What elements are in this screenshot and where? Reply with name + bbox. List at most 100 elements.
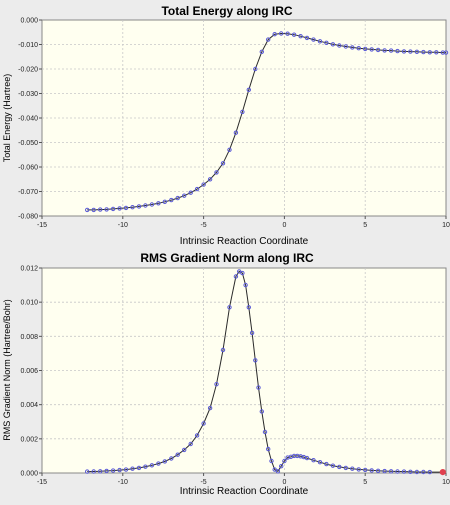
data-point[interactable] [343, 44, 348, 49]
data-point[interactable] [233, 130, 239, 135]
highlighted-data-point[interactable] [439, 469, 446, 476]
data-point[interactable] [175, 195, 180, 201]
data-point[interactable] [136, 465, 142, 471]
data-point[interactable] [156, 201, 161, 206]
data-point[interactable] [233, 274, 239, 279]
data-point[interactable] [98, 469, 103, 474]
data-point[interactable] [110, 468, 116, 473]
data-point[interactable] [182, 447, 187, 453]
data-point[interactable] [194, 186, 200, 192]
data-point[interactable] [272, 467, 277, 472]
data-point[interactable] [375, 468, 381, 473]
data-point[interactable] [414, 49, 420, 54]
data-point[interactable] [227, 305, 232, 310]
data-point[interactable] [395, 469, 400, 474]
data-point[interactable] [311, 458, 316, 463]
data-point[interactable] [227, 147, 232, 153]
data-point[interactable] [350, 466, 355, 471]
data-point[interactable] [85, 207, 90, 213]
data-point[interactable] [266, 446, 271, 452]
data-point[interactable] [207, 177, 213, 182]
data-point[interactable] [169, 456, 174, 461]
data-point[interactable] [395, 48, 400, 54]
data-point[interactable] [279, 31, 284, 36]
data-point[interactable] [324, 40, 329, 45]
data-point[interactable] [443, 50, 449, 55]
data-point[interactable] [388, 469, 394, 474]
data-point[interactable] [188, 190, 193, 195]
data-point[interactable] [382, 48, 387, 53]
data-point[interactable] [337, 43, 342, 48]
data-point[interactable] [149, 463, 155, 468]
data-point[interactable] [104, 207, 109, 212]
data-point[interactable] [363, 46, 368, 52]
data-point[interactable] [304, 455, 310, 461]
data-point[interactable] [237, 269, 242, 274]
data-point[interactable] [246, 305, 252, 310]
data-point[interactable] [369, 47, 374, 52]
data-point[interactable] [246, 87, 252, 93]
data-point[interactable] [253, 66, 258, 72]
data-point[interactable] [266, 37, 271, 42]
data-point[interactable] [243, 282, 248, 288]
data-point[interactable] [317, 39, 323, 44]
data-point[interactable] [110, 206, 116, 212]
data-point[interactable] [291, 32, 297, 37]
data-point[interactable] [298, 34, 303, 39]
data-point[interactable] [188, 441, 193, 447]
data-point[interactable] [427, 50, 432, 55]
data-point[interactable] [156, 461, 161, 466]
data-point[interactable] [311, 37, 316, 42]
data-point[interactable] [324, 461, 329, 467]
data-point[interactable] [201, 421, 206, 426]
data-point[interactable] [143, 203, 148, 208]
data-point[interactable] [401, 49, 407, 54]
data-point[interactable] [401, 469, 407, 474]
data-point[interactable] [214, 170, 219, 175]
data-point[interactable] [207, 405, 213, 411]
data-point[interactable] [369, 468, 374, 473]
data-point[interactable] [434, 50, 439, 55]
data-point[interactable] [117, 467, 122, 473]
data-point[interactable] [175, 452, 180, 457]
data-point[interactable] [282, 458, 287, 464]
data-point[interactable] [279, 464, 284, 469]
data-point[interactable] [123, 205, 129, 211]
data-point[interactable] [356, 46, 361, 51]
data-point[interactable] [249, 330, 255, 336]
data-point[interactable] [275, 469, 281, 474]
data-point[interactable] [104, 468, 109, 474]
data-point[interactable] [304, 35, 310, 41]
data-point[interactable] [256, 385, 261, 390]
data-point[interactable] [421, 469, 426, 475]
data-point[interactable] [337, 464, 342, 470]
data-point[interactable] [91, 469, 96, 474]
data-point[interactable] [130, 205, 135, 210]
data-point[interactable] [350, 45, 355, 50]
data-point[interactable] [143, 464, 148, 469]
data-point[interactable] [201, 182, 206, 187]
data-point[interactable] [136, 204, 142, 209]
data-point[interactable] [408, 469, 413, 474]
data-point[interactable] [414, 469, 420, 475]
data-point[interactable] [259, 49, 264, 54]
data-point[interactable] [85, 469, 90, 474]
data-point[interactable] [382, 468, 387, 474]
data-point[interactable] [388, 48, 394, 53]
data-point[interactable] [272, 32, 277, 37]
data-point[interactable] [162, 459, 168, 464]
data-point[interactable] [182, 193, 187, 198]
data-point[interactable] [98, 207, 103, 212]
data-point[interactable] [421, 49, 426, 55]
data-point[interactable] [162, 199, 168, 205]
data-point[interactable] [262, 429, 268, 435]
data-point[interactable] [130, 466, 135, 471]
data-point[interactable] [363, 467, 368, 473]
data-point[interactable] [317, 460, 323, 465]
data-point[interactable] [330, 463, 336, 468]
data-point[interactable] [375, 47, 381, 53]
data-point[interactable] [330, 42, 336, 47]
data-point[interactable] [240, 270, 245, 276]
data-point[interactable] [356, 467, 361, 472]
data-point[interactable] [220, 347, 226, 353]
